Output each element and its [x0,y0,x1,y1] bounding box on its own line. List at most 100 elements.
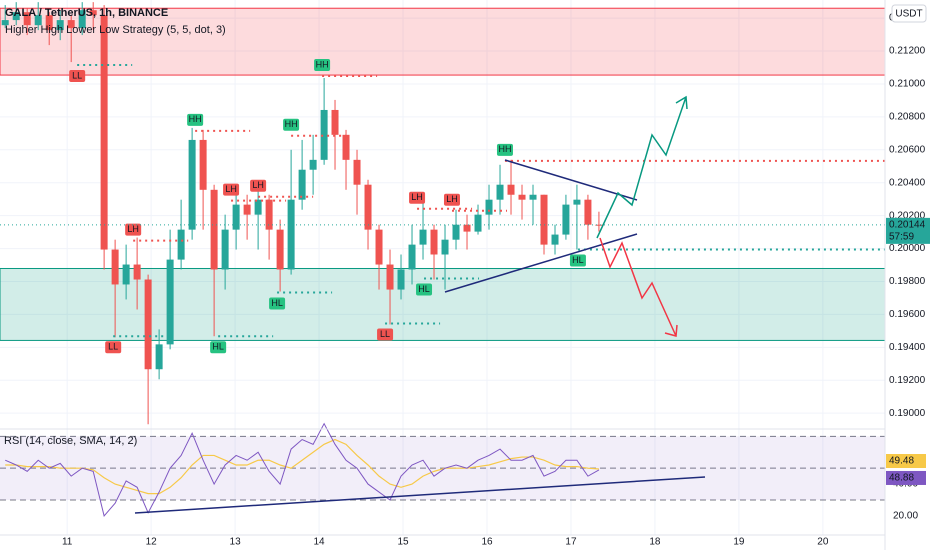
x-tick-label: 20 [817,537,829,548]
pivot-label: HH [316,59,329,69]
pivot-box [105,341,122,354]
pivot-label: LH [252,180,264,190]
candle-body [364,184,372,230]
candle-body [386,264,394,290]
x-tick-label: 17 [565,537,577,548]
candle-body [89,10,97,16]
candle-body [353,159,361,185]
y-tick-label: 0.20400 [889,177,926,188]
candle-body [34,15,42,26]
candle-body [551,234,559,245]
candle-body [122,264,130,285]
candle-body [188,139,196,230]
candle-body [298,169,306,200]
rsi-line [5,438,599,495]
candle-body [573,199,581,205]
value-badge [886,470,926,485]
pivot-label: HH [498,144,511,154]
candle-body [100,15,108,250]
x-tick-label: 15 [397,537,409,548]
candle-body [12,12,20,21]
y-tick-label: 0.20600 [889,144,926,155]
y-tick-label: 0.19200 [889,375,926,386]
arrow-down [599,237,677,337]
pivot-box [443,193,460,206]
candle-body [199,139,207,190]
candle-body [397,269,405,290]
candle-body [177,229,185,260]
grid [0,0,885,535]
currency: USDT [895,9,922,20]
candle-body [111,249,119,285]
candle-body [430,229,438,255]
rsi-tick-label: 20.00 [893,511,918,522]
candle-body [144,279,152,370]
pivot-box [250,179,267,192]
pivot-label: LH [446,194,458,204]
candle-body [166,259,174,345]
candle-body [232,204,240,230]
candle-body [452,224,460,240]
candle-body [155,344,163,370]
x-tick-label: 12 [146,537,158,548]
candle-body [45,15,53,31]
pivot-label: HL [271,298,283,308]
rsi-trendline [134,476,706,514]
candle-body [287,199,295,270]
trendline [444,233,638,293]
pivot-box [377,328,394,341]
value-badge-label: 48.88 [889,473,914,484]
candle-body [540,194,548,245]
pivot-box [416,283,433,296]
pivot-label: LL [72,70,82,80]
pivot-box [314,59,331,72]
candle-body [474,214,482,232]
candle-body [595,224,603,226]
candle-body [78,10,86,29]
pivot-box [269,297,286,310]
candle-body [463,224,471,232]
x-tick-label: 11 [62,537,73,548]
candle-body [243,204,251,215]
pivots: LL LL LH HH HL LH LH HL HH HH LL LH HL LH HH HL [0,59,885,354]
candle-body [276,229,284,270]
y-tick-label: 0.19800 [889,276,926,287]
x-tick-label: 14 [314,537,326,548]
candle-body [375,229,383,265]
candle-body [309,159,317,170]
pivot-box [283,118,300,131]
indicator-title: Higher High Lower Low Strategy (5, 5, do… [5,24,226,36]
candle-body [331,109,339,135]
candle-body [265,199,273,230]
value-badge [886,454,926,469]
y-tick-label: 0.19400 [889,342,926,353]
arrow-head [664,324,678,337]
pivot-label: HL [418,284,430,294]
candle-body [67,20,75,29]
candle-body [342,134,350,160]
candle-body [133,264,141,280]
pivot-box [187,113,204,126]
pivot-box [496,143,513,156]
x-tick-label: 13 [230,537,242,548]
candle-body [254,199,262,215]
pivot-label: HL [572,255,584,265]
zones [0,7,886,500]
candle-body [518,194,526,200]
currency-box[interactable] [891,4,927,23]
countdown: 57:59 [889,232,914,243]
y-tick-label: 0.19600 [889,309,926,320]
candle-body [507,184,515,195]
price-badge [886,217,930,244]
candle-body [584,199,592,225]
candle-body [56,20,64,31]
rsi-title: RSI (14, close, SMA, 14, 2) [4,435,137,447]
y-tick-label: 0.20200 [889,210,926,221]
pivot-box [69,70,86,83]
pivot-label: LL [380,329,390,339]
price-badge-label: 0.20144 [889,220,926,231]
pivot-box [210,341,227,354]
drawings [134,95,706,514]
candle-body [496,184,504,200]
